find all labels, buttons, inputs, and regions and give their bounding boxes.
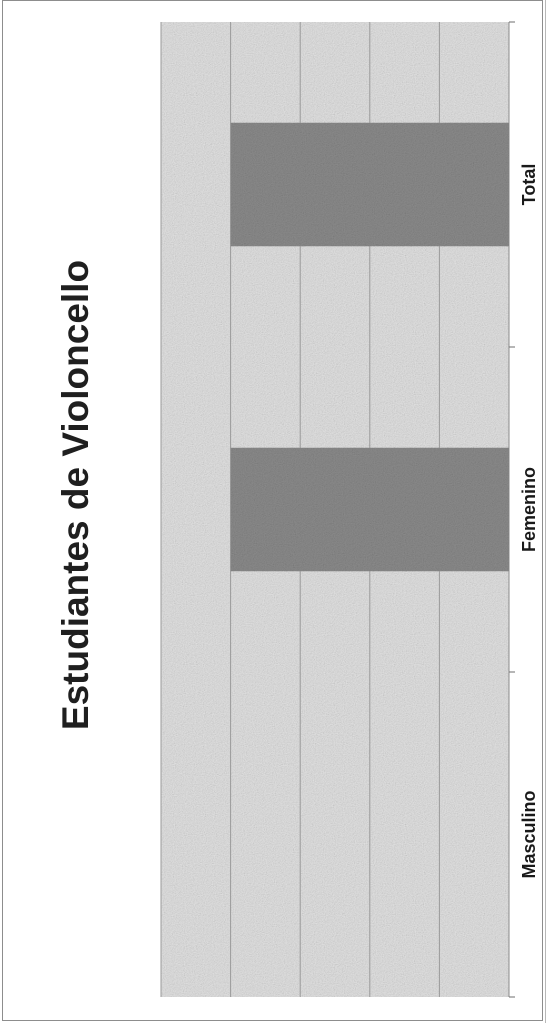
bar-total [230,122,509,247]
category-label-masculino: Masculino [519,790,539,878]
chart-title: Estudiantes de Violoncello [55,260,96,730]
category-label-femenino: Femenino [519,467,539,552]
category-axis-ticks [509,21,515,998]
page-edge [545,0,557,1023]
bars [230,122,509,572]
category-label-total: Total [519,164,539,206]
category-labels: Masculino Femenino Total [519,164,539,879]
bar-femenino [230,447,509,572]
